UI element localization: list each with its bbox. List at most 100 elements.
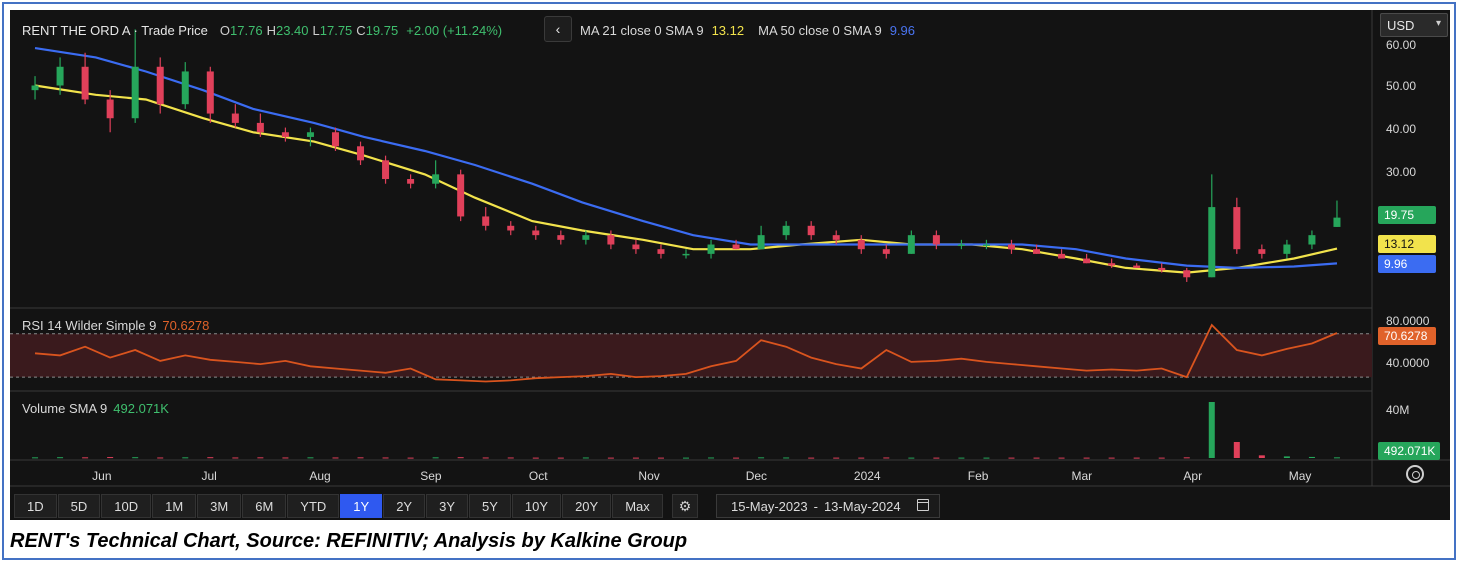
price-tick-label: 40.00 [1386, 122, 1417, 136]
volume-bar [1083, 457, 1090, 459]
timeframe-5d-button[interactable]: 5D [57, 494, 101, 518]
candle-body [632, 244, 640, 250]
candle-body [256, 122, 264, 133]
x-tick-label: Nov [638, 469, 659, 483]
ma21-label[interactable]: MA 21 close 0 SMA 9 [580, 22, 704, 38]
candle-body [131, 66, 139, 119]
candle [1258, 244, 1266, 259]
candle [532, 225, 540, 240]
volume-bar [282, 457, 289, 459]
timeframe-10d-button[interactable]: 10D [101, 494, 152, 518]
volume-bar [1183, 457, 1190, 459]
timeframe-3y-button[interactable]: 3Y [426, 494, 469, 518]
candle-body [382, 160, 390, 180]
rsi-line [34, 323, 1338, 383]
volume-bar [207, 457, 214, 459]
candle [281, 127, 289, 142]
timeframe-6m-button[interactable]: 6M [242, 494, 287, 518]
candle [457, 169, 465, 222]
date-from: 15-May-2023 [731, 498, 808, 514]
candle-body [732, 244, 740, 250]
candle [557, 230, 565, 245]
candle-body [1158, 267, 1166, 271]
chart-panel: Jun Jul Aug Sep Oct Nov Dec 2024 Feb Mar Apr May RE… [10, 10, 1450, 520]
candle-body [657, 249, 665, 254]
volume-bar [132, 457, 139, 459]
currency-select[interactable]: USD ▾ [1380, 13, 1448, 37]
rsi-value-tag: 70.6278 [1378, 327, 1436, 345]
candle-body [532, 230, 540, 236]
volume-bar [482, 457, 489, 459]
volume-bar [82, 457, 89, 459]
timeframe-2y-button[interactable]: 2Y [383, 494, 426, 518]
timeframe-ytd-button[interactable]: YTD [287, 494, 340, 518]
x-tick-label: Oct [529, 469, 548, 483]
open-key: O [219, 22, 231, 38]
timeframe-20y-button[interactable]: 20Y [562, 494, 612, 518]
chevron-left-icon: ‹ [555, 21, 561, 37]
volume-bar [182, 457, 189, 459]
low-value: 17.75 [319, 22, 353, 38]
candle [482, 207, 490, 231]
candle [156, 57, 164, 114]
candle-body [106, 99, 114, 119]
candle-body [557, 235, 565, 240]
candle [507, 221, 515, 236]
volume-legend: Volume SMA 9 492.071K [22, 401, 169, 416]
timeframe-1y-button[interactable]: 1Y [340, 494, 383, 518]
candle [106, 90, 114, 133]
timeframe-1d-button[interactable]: 1D [14, 494, 57, 518]
timeframe-1m-button[interactable]: 1M [152, 494, 197, 518]
candle [832, 230, 840, 245]
candle [857, 235, 865, 254]
volume-bar [432, 457, 439, 459]
candle-body [1033, 249, 1041, 254]
change-value: +2.00 (+11.24%) [406, 22, 503, 38]
candle [882, 244, 890, 259]
candle-body [807, 225, 815, 236]
settings-icon[interactable] [1406, 465, 1424, 483]
candle [1308, 230, 1316, 250]
timeframe-max-button[interactable]: Max [612, 494, 663, 518]
volume-bar [532, 457, 539, 459]
gear-icon[interactable]: ⚙ [672, 494, 698, 518]
timeframe-5y-button[interactable]: 5Y [469, 494, 511, 518]
volume-bar [232, 457, 239, 459]
volume-bar [582, 457, 589, 459]
candle [31, 76, 39, 100]
volume-label[interactable]: Volume SMA 9 [22, 401, 108, 416]
volume-bar [883, 457, 890, 459]
volume-bar [1008, 457, 1015, 459]
rsi-label[interactable]: RSI 14 Wilder Simple 9 [22, 318, 157, 333]
chart-canvas[interactable]: Jun Jul Aug Sep Oct Nov Dec 2024 Feb Mar Apr May [10, 10, 1450, 520]
candle [1333, 200, 1341, 227]
candle-body [31, 85, 39, 91]
candle [1208, 174, 1216, 278]
candle-body [1208, 207, 1216, 278]
volume-bar [457, 457, 464, 459]
timeframe-3m-button[interactable]: 3M [197, 494, 242, 518]
date-range-picker[interactable]: 15-May-2023 - 13-May-2024 [716, 494, 940, 518]
candle-body [932, 235, 940, 245]
candle [907, 230, 915, 254]
candle [732, 239, 740, 250]
date-separator: - [813, 498, 818, 514]
candle-body [1083, 258, 1091, 264]
volume-bar [332, 457, 339, 459]
timeframe-10y-button[interactable]: 10Y [511, 494, 562, 518]
candle-body [1258, 249, 1266, 254]
rsi-legend: RSI 14 Wilder Simple 9 70.6278 [22, 318, 209, 333]
candle-body [482, 216, 490, 226]
candle-body [357, 146, 365, 161]
volume-bar [1033, 457, 1040, 459]
candle-body [1308, 235, 1316, 245]
price-tick-label: 30.00 [1386, 165, 1417, 179]
candle [131, 29, 139, 123]
candle [231, 104, 239, 128]
candle-body [982, 244, 990, 247]
ma50-price-tag: 9.96 [1378, 255, 1436, 273]
collapse-legend-button[interactable]: ‹ [544, 16, 572, 42]
volume-bar [1108, 457, 1115, 459]
candle [982, 239, 990, 250]
ma50-label[interactable]: MA 50 close 0 SMA 9 [758, 22, 882, 38]
